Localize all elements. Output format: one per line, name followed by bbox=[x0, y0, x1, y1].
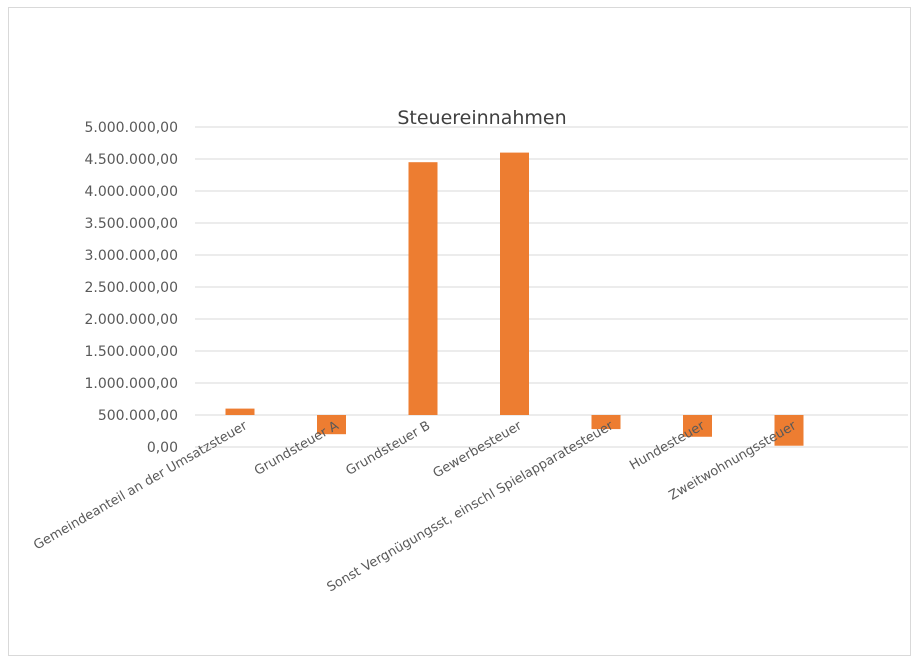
y-tick-label: 1.000.000,00 bbox=[84, 376, 178, 392]
bar bbox=[774, 415, 804, 446]
bar bbox=[225, 408, 255, 415]
y-tick-label: 1.500.000,00 bbox=[84, 344, 178, 360]
bar bbox=[591, 415, 621, 430]
y-tick-label: 0,00 bbox=[147, 440, 178, 456]
x-category-label: Grundsteuer A bbox=[252, 418, 342, 478]
x-category-label: Gemeindeanteil an der Umsatzsteuer bbox=[31, 418, 250, 553]
y-tick-label: 4.500.000,00 bbox=[84, 152, 178, 168]
bar bbox=[500, 152, 529, 415]
y-axis: 0,00 500.000,00 1.000.000,00 1.500.000,00 2.… bbox=[84, 120, 178, 456]
x-category-label: Hundesteuer bbox=[627, 418, 708, 473]
y-tick-label: 2.500.000,00 bbox=[84, 280, 178, 296]
y-tick-label: 5.000.000,00 bbox=[84, 120, 178, 136]
chart-title: Steuereinnahmen bbox=[397, 107, 566, 129]
y-tick-label: 2.000.000,00 bbox=[84, 312, 178, 328]
x-category-label: Gewerbesteuer bbox=[431, 418, 525, 481]
gridlines bbox=[195, 126, 908, 448]
bar bbox=[317, 415, 346, 435]
y-tick-label: 500.000,00 bbox=[98, 408, 178, 424]
bar bbox=[683, 415, 712, 437]
bar bbox=[408, 162, 438, 415]
y-tick-label: 3.500.000,00 bbox=[84, 216, 178, 232]
y-tick-label: 4.000.000,00 bbox=[84, 184, 178, 200]
x-category-label: Grundsteuer B bbox=[344, 418, 433, 478]
bars bbox=[225, 152, 804, 446]
y-tick-label: 3.000.000,00 bbox=[84, 248, 178, 264]
chart-frame bbox=[8, 7, 911, 656]
